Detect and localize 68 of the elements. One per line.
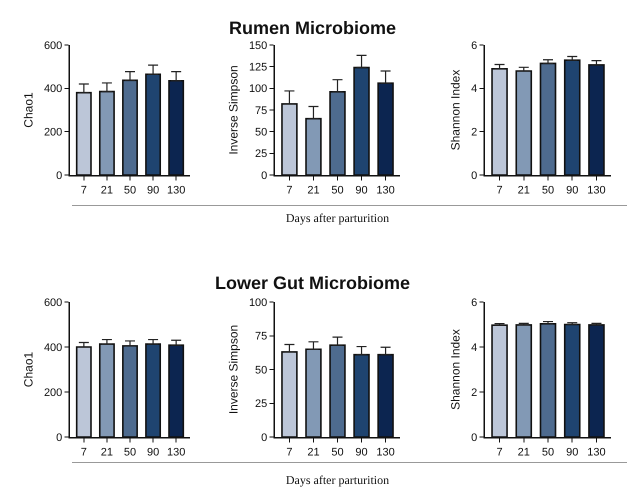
y-tick-label: 150	[248, 40, 268, 52]
x-tick-label: 7	[286, 446, 292, 459]
y-tick-label: 400	[44, 83, 62, 96]
x-tick-label: 130	[166, 184, 186, 197]
y-tick-label: 6	[471, 296, 478, 309]
x-tick-label: 50	[331, 446, 344, 459]
x-tick-label: 21	[100, 184, 114, 197]
x-tick-label: 50	[542, 184, 554, 197]
y-axis-title: Chao1	[21, 92, 36, 128]
y-tick-label: 2	[471, 386, 478, 399]
x-tick-label: 7	[80, 184, 87, 197]
x-tick-label: 7	[80, 446, 87, 459]
x-tick-label: 50	[124, 184, 136, 197]
y-tick-label: 600	[44, 40, 62, 52]
y-tick-label: 600	[44, 296, 62, 309]
y-tick-label: 0	[261, 432, 268, 444]
x-tick-label: 7	[286, 184, 292, 197]
x-axis-title: Days after parturition	[286, 473, 390, 487]
y-tick-label: 4	[471, 342, 478, 354]
y-tick-label: 6	[471, 40, 478, 52]
y-tick-label: 0	[471, 432, 478, 444]
y-tick-label: 0	[56, 170, 62, 182]
x-tick-label: 90	[566, 184, 578, 197]
y-tick-label: 0	[471, 170, 478, 182]
x-tick-label: 130	[587, 184, 606, 197]
y-tick-label: 0	[261, 170, 268, 182]
y-tick-label: 100	[248, 296, 268, 309]
y-tick-label: 2	[471, 126, 478, 139]
x-tick-label: 21	[518, 446, 530, 459]
y-tick-label: 200	[44, 386, 62, 399]
x-tick-label: 21	[100, 446, 114, 459]
y-axis-title: Shannon Index	[448, 70, 463, 150]
y-axis-title: Shannon Index	[448, 329, 463, 410]
x-axis-title: Days after parturition	[286, 211, 390, 225]
x-tick-label: 7	[496, 184, 503, 197]
y-tick-label: 200	[44, 126, 62, 139]
x-tick-label: 7	[496, 446, 503, 459]
y-tick-label: 25	[255, 148, 268, 160]
x-tick-label: 90	[146, 184, 160, 197]
chart-title: Lower Gut Microbiome	[214, 273, 410, 294]
chart-title: Rumen Microbiome	[228, 18, 396, 38]
y-axis-title: Chao1	[21, 352, 36, 388]
x-tick-label: 21	[307, 446, 320, 459]
y-tick-label: 25	[255, 398, 268, 410]
y-tick-label: 75	[255, 330, 268, 343]
x-tick-label: 90	[355, 446, 368, 459]
x-tick-label: 50	[542, 446, 554, 459]
y-tick-label: 50	[255, 364, 268, 376]
x-tick-label: 130	[376, 184, 395, 197]
x-tick-label: 50	[124, 446, 136, 459]
y-tick-label: 400	[44, 342, 62, 354]
x-tick-label: 21	[307, 184, 320, 197]
y-axis-title: Inverse Simpson	[226, 65, 240, 155]
x-tick-label: 130	[166, 446, 186, 459]
y-tick-label: 75	[255, 104, 268, 117]
y-tick-label: 50	[255, 126, 268, 139]
y-tick-label: 100	[248, 83, 268, 96]
x-tick-label: 130	[587, 446, 606, 459]
x-tick-label: 130	[376, 446, 395, 459]
x-tick-label: 50	[331, 184, 344, 197]
x-tick-label: 90	[566, 446, 578, 459]
y-tick-label: 4	[471, 83, 478, 96]
y-tick-label: 0	[56, 432, 62, 444]
y-tick-label: 125	[248, 62, 268, 74]
y-axis-title: Inverse Simpson	[226, 324, 240, 414]
x-tick-label: 21	[518, 184, 530, 197]
x-tick-label: 90	[146, 446, 160, 459]
x-tick-label: 90	[355, 184, 368, 197]
